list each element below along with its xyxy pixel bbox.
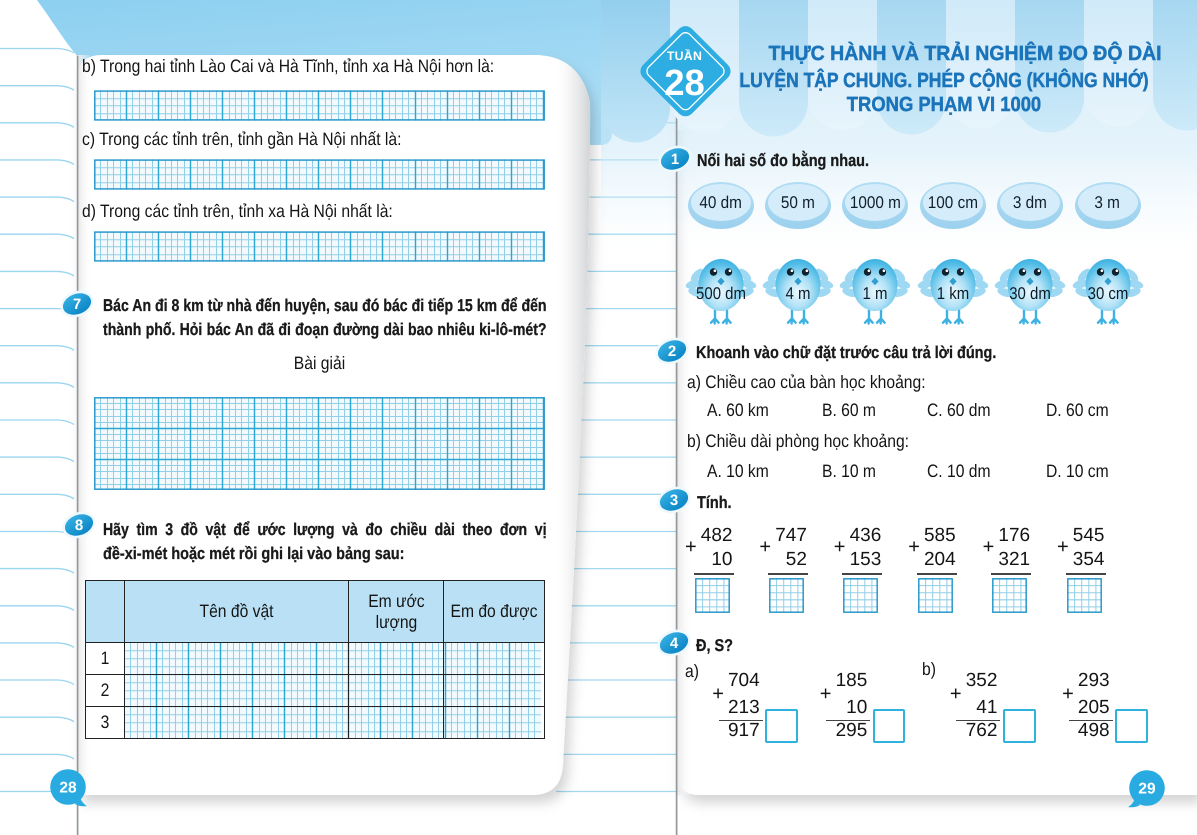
svg-text:TUẦN: TUẦN [667, 48, 702, 63]
svg-text:2: 2 [668, 343, 676, 360]
svg-text:3: 3 [670, 492, 678, 509]
svg-text:7: 7 [73, 296, 81, 313]
svg-text:28: 28 [59, 780, 77, 797]
svg-text:4: 4 [670, 635, 679, 652]
svg-text:28: 28 [664, 62, 705, 103]
svg-text:8: 8 [75, 517, 83, 534]
svg-text:29: 29 [1138, 780, 1156, 797]
svg-text:1: 1 [670, 151, 678, 168]
